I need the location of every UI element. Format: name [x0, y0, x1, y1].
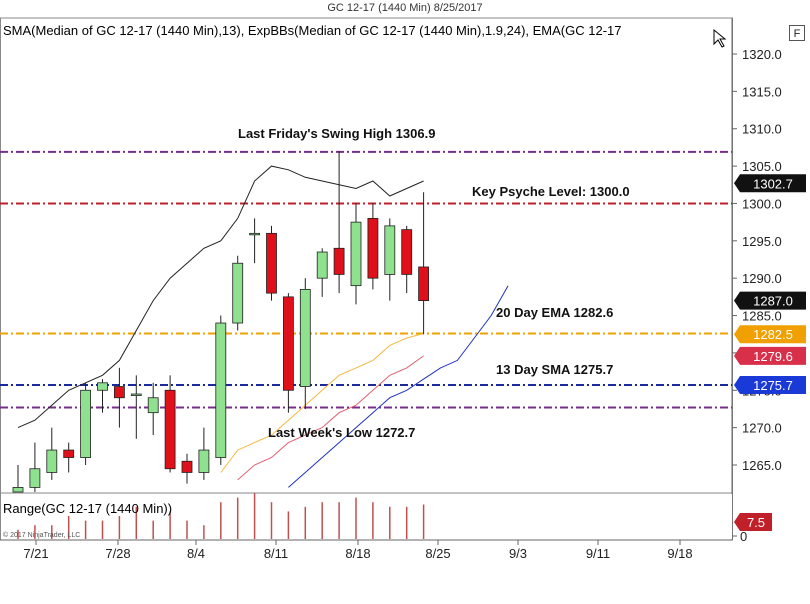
candle-body	[29, 468, 41, 488]
price-tag-label: 1282.5	[753, 327, 793, 342]
price-tag	[734, 174, 806, 193]
candle-body	[147, 397, 159, 414]
candle-body	[130, 393, 142, 396]
lower-band-line	[288, 285, 509, 488]
y-tick-label: 1315.0	[742, 84, 782, 99]
x-tick-label: 7/28	[105, 546, 130, 561]
x-tick-label: 8/25	[425, 546, 450, 561]
range-panel-bg	[1, 494, 732, 539]
price-tag	[734, 325, 806, 344]
indicator-label: SMA(Median of GC 12-17 (1440 Min),13), E…	[3, 23, 622, 38]
candle-body	[164, 389, 176, 470]
candle-body	[282, 296, 294, 391]
level-annotation: Key Psyche Level: 1300.0	[472, 184, 630, 199]
range-tick-label: 0	[740, 529, 747, 544]
candle-body	[333, 247, 345, 275]
candle-body	[12, 487, 24, 493]
cursor-icon	[713, 28, 727, 48]
level-annotation: Last Friday's Swing High 1306.9	[238, 126, 435, 141]
candle-body	[316, 251, 328, 279]
candle-body	[367, 217, 379, 279]
panel-format-button[interactable]: F	[789, 25, 805, 41]
candle-body	[114, 386, 125, 399]
price-tag-label: 1302.7	[753, 176, 793, 191]
indicator-label-bg	[1, 21, 723, 38]
price-tag	[734, 376, 806, 395]
candle-body	[215, 322, 227, 458]
y-tick-label: 1320.0	[742, 47, 782, 62]
price-tag-label: 1287.0	[753, 294, 793, 309]
x-tick-label: 9/11	[586, 546, 610, 561]
level-annotation: 13 Day SMA 1275.7	[496, 362, 613, 377]
candle-body	[401, 229, 413, 275]
x-tick-label: 8/11	[264, 546, 288, 561]
x-tick-label: 9/18	[667, 546, 692, 561]
y-tick-label: 1295.0	[742, 234, 782, 249]
plot-frame	[0, 17, 733, 541]
y-tick-label: 1285.0	[742, 309, 782, 324]
y-tick-label: 1265.0	[742, 458, 782, 473]
y-tick-label: 1310.0	[742, 122, 782, 137]
candle-body	[97, 382, 108, 391]
candle-body	[181, 460, 193, 473]
candle-body	[63, 449, 75, 458]
price-tag-label: 1275.7	[753, 378, 793, 393]
price-tag	[734, 291, 806, 310]
candle-body	[198, 449, 210, 473]
candle-body	[80, 389, 91, 458]
window-title: GC 12-17 (1440 Min) 8/25/2017	[327, 2, 483, 14]
candle-body	[299, 288, 311, 387]
x-tick-label: 8/18	[345, 546, 370, 561]
range-tag	[734, 513, 772, 531]
y-tick-label: 1300.0	[742, 196, 782, 211]
y-tick-label: 1305.0	[742, 159, 782, 174]
candle-body	[418, 266, 430, 301]
candle-body	[266, 232, 277, 294]
level-annotation: 20 Day EMA 1282.6	[496, 305, 613, 320]
level-annotation: Last Week's Low 1272.7	[268, 425, 415, 440]
x-tick-label: 8/4	[187, 546, 205, 561]
price-tag-label: 1279.6	[753, 349, 793, 364]
candle-body	[46, 449, 58, 473]
price-tag	[734, 346, 806, 365]
y-tick-label: 1290.0	[742, 271, 782, 286]
copyright-text: © 2017 NinjaTrader, LLC	[3, 531, 80, 539]
y-tick-label: 1270.0	[742, 421, 782, 436]
candle-body	[249, 232, 261, 236]
sma-line	[237, 355, 424, 481]
candle-body	[384, 225, 396, 275]
ema-line	[220, 333, 424, 473]
range-indicator-label: Range(GC 12-17 (1440 Min))	[3, 501, 172, 516]
candle-body	[350, 221, 362, 287]
x-tick-label: 7/21	[23, 546, 48, 561]
x-tick-label: 9/3	[509, 546, 527, 561]
candle-body	[232, 262, 244, 324]
range-tag-label: 7.5	[747, 515, 765, 530]
